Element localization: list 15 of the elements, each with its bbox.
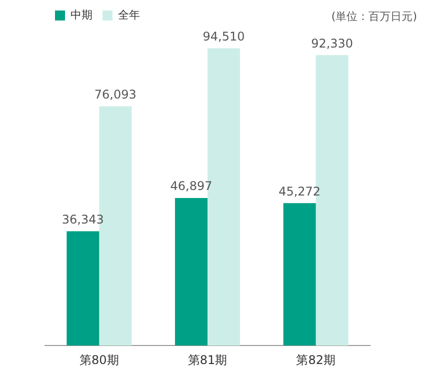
x-tick-label: 第81期 <box>188 352 228 367</box>
x-tick-label: 第80期 <box>80 352 119 367</box>
data-label: 36,343 <box>62 212 104 226</box>
text: (単位：百万日元) <box>331 10 417 23</box>
bar <box>66 231 100 346</box>
x-tick-label: 第82期 <box>296 352 336 367</box>
data-label: 46,897 <box>170 179 212 194</box>
data-label: 94,510 <box>202 29 245 44</box>
data-label: 45,272 <box>278 184 321 198</box>
data-label: 92,330 <box>311 36 354 50</box>
bar <box>175 198 208 346</box>
data-label: 76,093 <box>94 87 136 102</box>
legend-label: 中期 <box>70 8 92 22</box>
legend-label: 全年 <box>118 8 140 22</box>
bar <box>283 203 316 346</box>
